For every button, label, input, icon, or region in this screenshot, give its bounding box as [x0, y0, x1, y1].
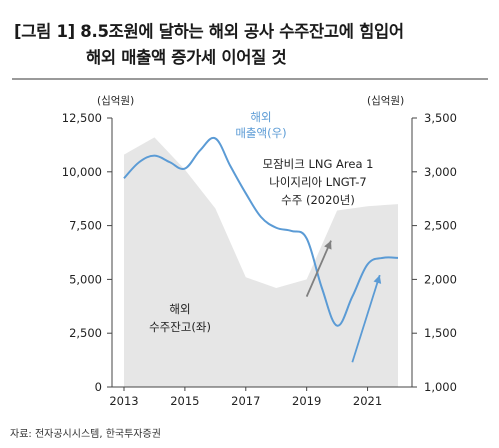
series-area-backlog [124, 137, 398, 387]
left-tick-label: 0 [95, 380, 102, 394]
figure-title-line-1: [그림 1] 8.5조원에 달하는 해외 공사 수주잔고에 힘입어 [14, 22, 404, 41]
annotation-backlog-label-1: 해외 [169, 302, 190, 316]
right-tick-label: 2,000 [424, 272, 457, 286]
left-tick-label: 12,500 [62, 111, 102, 125]
backlog-area-layer [124, 137, 398, 387]
right-tick-label: 2,500 [424, 219, 457, 233]
left-axis-unit: (십억원) [97, 95, 134, 107]
sales-line-layer [123, 136, 399, 327]
trend-arrow-1 [305, 240, 332, 297]
left-tick-label: 10,000 [62, 165, 102, 179]
right-tick-label: 1,000 [424, 380, 457, 394]
left-tick-label: 7,500 [69, 219, 102, 233]
right-tick-label: 3,500 [424, 111, 457, 125]
series-line-sales [123, 136, 399, 327]
x-tick-label: 2019 [292, 394, 321, 408]
x-tick-label: 2021 [353, 394, 382, 408]
annotation-order-label-3: 수주 (2020년) [281, 193, 355, 207]
right-axis-unit: (십억원) [367, 95, 404, 107]
title-divider [12, 78, 488, 80]
trend-arrow-2 [351, 274, 381, 363]
left-tick-label: 5,000 [69, 272, 102, 286]
x-tick-label: 2013 [109, 394, 138, 408]
right-tick-label: 3,000 [424, 165, 457, 179]
right-tick-label: 1,500 [424, 326, 457, 340]
annotation-backlog-label-2: 수주잔고(좌) [149, 320, 211, 334]
annotation-sales-label-1: 해외 [250, 110, 271, 124]
trend-arrowhead-2 [373, 275, 382, 284]
label-layer: 0 2,500 5,000 7,500 10,000 12,500 1,000 1,500 2,… [62, 95, 457, 408]
annotation-order-label-1: 모잠비크 LNG Area 1 [263, 157, 374, 171]
left-tick-label: 2,500 [69, 326, 102, 340]
x-tick-label: 2017 [231, 394, 260, 408]
source-note: 자료: 전자공시시스템, 한국투자증권 [10, 429, 161, 440]
axes-layer [107, 117, 417, 391]
x-tick-label: 2015 [170, 394, 199, 408]
trend-arrowhead-1 [324, 240, 332, 250]
figure-title-line-2: 해외 매출액 증가세 이어질 것 [86, 48, 287, 67]
annotation-order-label-2: 나이지리아 LNGT-7 [269, 175, 367, 189]
annotation-sales-label-2: 매출액(우) [235, 126, 286, 140]
arrow-layer [305, 240, 382, 363]
